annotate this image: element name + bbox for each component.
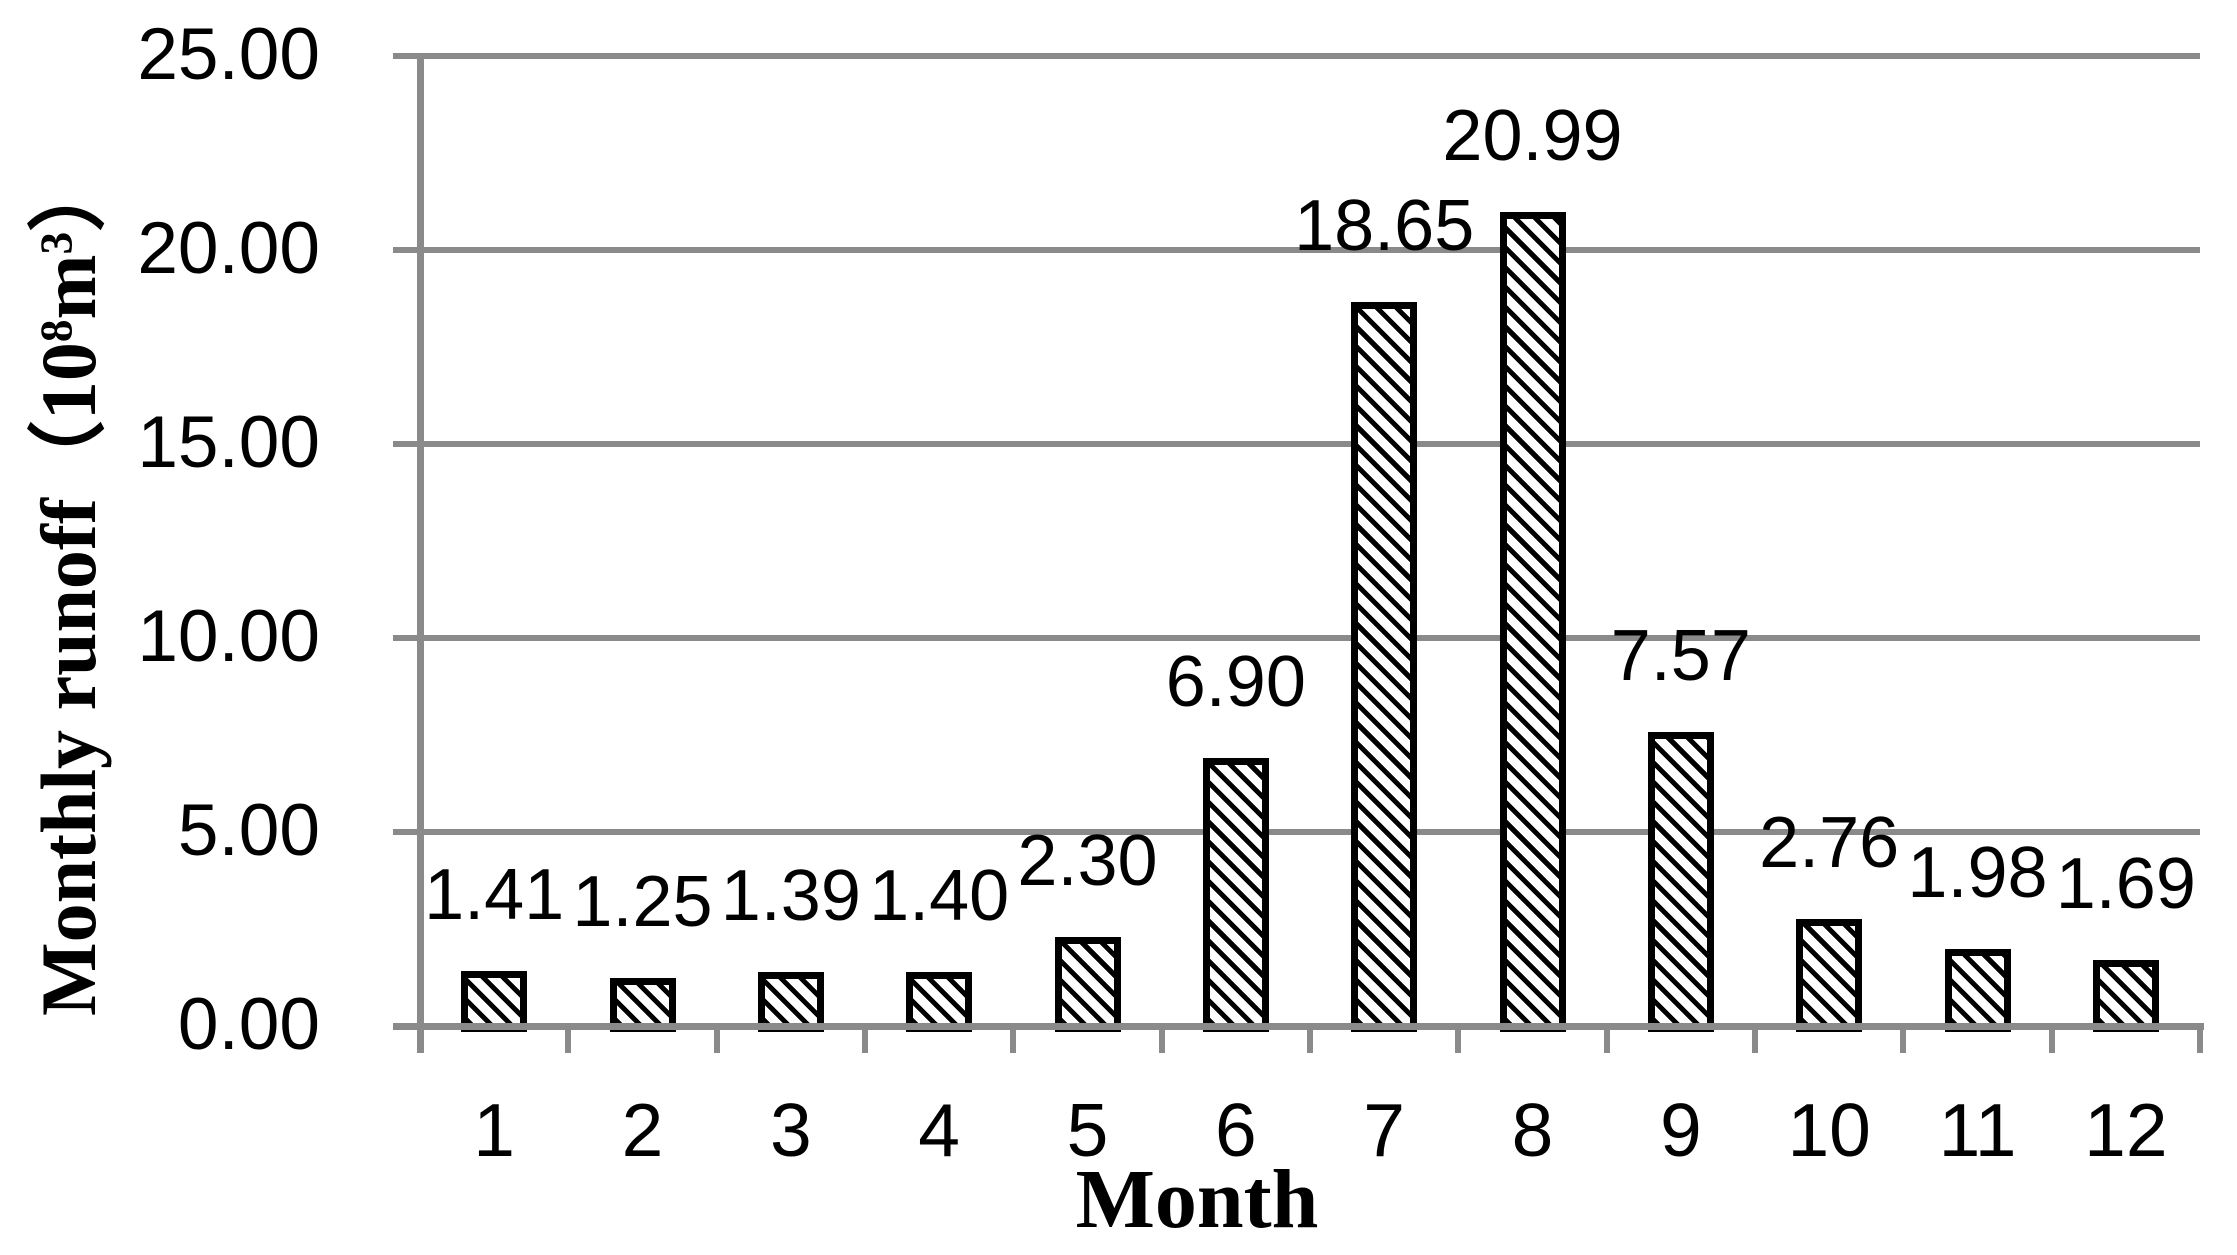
gridline-20.00 [393, 247, 2200, 253]
bar-value-label: 2.30 [1017, 820, 1158, 901]
bar-value-label: 18.65 [1294, 186, 1475, 267]
gridline-25.00 [393, 53, 2200, 59]
y-axis-line [417, 56, 424, 1053]
x-axis-tick [1158, 1026, 1165, 1053]
x-tick-label: 12 [2084, 1088, 2168, 1172]
y-tick-label: 15.00 [137, 402, 320, 483]
x-tick-label: 9 [1659, 1088, 1702, 1172]
bar-value-label: 1.39 [720, 856, 861, 937]
gridline-15.00 [393, 441, 2200, 447]
gridline-5.00 [393, 829, 2200, 835]
superscript: 8 [31, 319, 82, 343]
y-tick-label: 5.00 [177, 790, 320, 871]
x-axis-tick [2048, 1026, 2055, 1053]
bar-month-7 [1351, 302, 1418, 1032]
x-axis-tick [2197, 1026, 2203, 1053]
x-tick-label: 6 [1214, 1088, 1257, 1172]
x-axis-tick [1752, 1026, 1758, 1053]
bar-value-label: 1.69 [2055, 844, 2196, 925]
bar-month-6 [1202, 758, 1269, 1032]
x-tick-label: 5 [1066, 1088, 1109, 1172]
x-axis-title: Month [1075, 1153, 1319, 1246]
x-axis-tick [1900, 1026, 1907, 1053]
x-axis-tick [1603, 1026, 1610, 1053]
bar-month-12 [2092, 960, 2159, 1032]
x-tick-label: 8 [1511, 1088, 1554, 1172]
x-tick-label: 3 [769, 1088, 812, 1172]
bar-month-8 [1499, 211, 1566, 1032]
bar-month-11 [1944, 949, 2011, 1032]
x-tick-label: 4 [918, 1088, 961, 1172]
bar-value-label: 1.98 [1907, 833, 2048, 914]
x-tick-label: 10 [1787, 1088, 1871, 1172]
y-tick-label: 20.00 [137, 208, 320, 289]
bar-value-label: 1.41 [424, 855, 565, 936]
x-axis-line [393, 1023, 2204, 1030]
x-tick-label: 7 [1363, 1088, 1406, 1172]
bar-month-3 [757, 972, 824, 1032]
y-tick-label: 10.00 [137, 596, 320, 677]
bar-month-1 [461, 971, 528, 1032]
bar-value-label: 20.99 [1442, 95, 1623, 176]
bar-month-5 [1054, 936, 1121, 1032]
bar-value-label: 7.57 [1610, 616, 1751, 697]
gridline-10.00 [393, 635, 2200, 641]
bar-value-label: 1.40 [869, 855, 1010, 936]
bar-value-label: 2.76 [1759, 802, 1900, 883]
x-axis-tick [713, 1026, 720, 1053]
x-axis-tick [1010, 1026, 1017, 1053]
x-tick-label: 2 [621, 1088, 664, 1172]
y-tick-label: 25.00 [137, 14, 320, 95]
bar-value-label: 1.25 [572, 861, 713, 942]
x-axis-tick [1307, 1026, 1313, 1053]
x-axis-tick [565, 1026, 572, 1053]
y-tick-label: 0.00 [177, 984, 320, 1065]
bar-month-10 [1796, 918, 1863, 1032]
bar-value-label: 6.90 [1165, 642, 1306, 723]
x-tick-label: 1 [473, 1088, 516, 1172]
x-axis-tick [862, 1026, 868, 1053]
bar-month-9 [1647, 732, 1714, 1032]
x-axis-tick [1455, 1026, 1462, 1053]
x-tick-label: 11 [1938, 1088, 2017, 1172]
